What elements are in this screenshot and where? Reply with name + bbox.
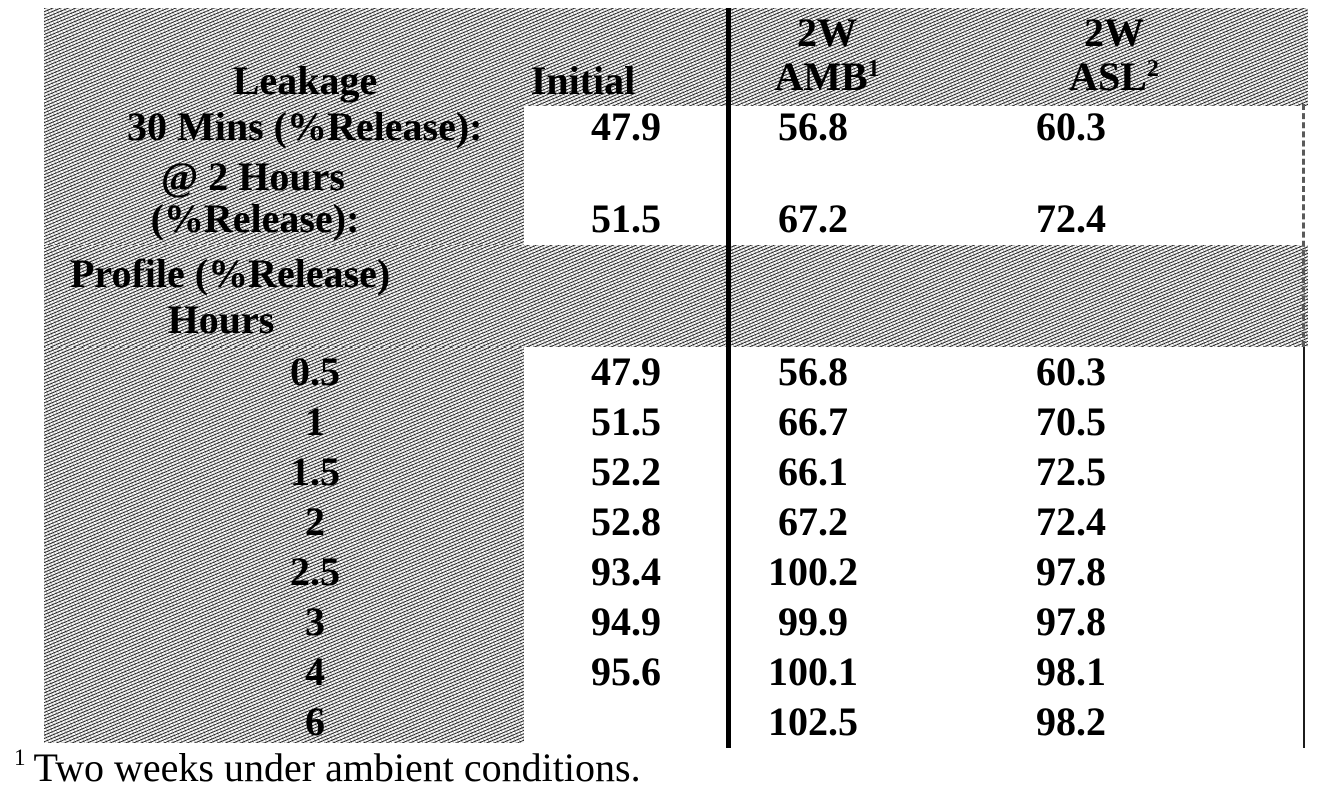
table-row: 4 95.6 100.1 98.1 bbox=[44, 647, 1308, 697]
cell-2w-asl: 70.5 bbox=[1036, 399, 1106, 444]
column-header-2w-amb: 2W AMB1 bbox=[677, 11, 977, 99]
footnote-ref-1: 1 bbox=[867, 56, 880, 82]
column-header-2w-amb-line2: AMB1 bbox=[774, 54, 880, 99]
cell-initial: 51.5 bbox=[591, 399, 661, 444]
column-header-initial: Initial bbox=[530, 58, 636, 103]
column-header-2w-amb-line1: 2W bbox=[797, 10, 857, 55]
table-row: 1.5 52.2 66.1 72.5 bbox=[44, 447, 1308, 497]
cell-2w-asl: 72.4 bbox=[1036, 499, 1106, 544]
cell-2w-amb: 66.7 bbox=[778, 399, 848, 444]
cell-2w-amb: 66.1 bbox=[778, 449, 848, 494]
footnote-1-text: Two weeks under ambient conditions. bbox=[33, 745, 641, 790]
right-edge-dashed-rule bbox=[1302, 104, 1305, 347]
footnote-1: 1 Two weeks under ambient conditions. bbox=[14, 744, 641, 792]
table-label-column-shading bbox=[44, 8, 524, 743]
cell-hours: 3 bbox=[305, 599, 325, 644]
cell-2w-asl: 72.5 bbox=[1036, 449, 1106, 494]
cell-hours: 0.5 bbox=[290, 349, 340, 394]
cell-hours: 4 bbox=[305, 649, 325, 694]
cell-initial: 93.4 bbox=[591, 549, 661, 594]
table-row: 1 51.5 66.7 70.5 bbox=[44, 397, 1308, 447]
cell-initial: 95.6 bbox=[591, 649, 661, 694]
cell-2w-amb: 100.1 bbox=[768, 649, 858, 694]
cell-hours: 2 bbox=[305, 499, 325, 544]
column-header-2w-asl-line1: 2W bbox=[1084, 10, 1144, 55]
table-row: 3 94.9 99.9 97.8 bbox=[44, 597, 1308, 647]
row-label-2-hours-line2: (%Release): bbox=[150, 196, 360, 241]
cell-30mins-2w-amb: 56.8 bbox=[778, 104, 848, 149]
right-edge-solid-rule bbox=[1303, 347, 1305, 748]
footnote-ref-2: 2 bbox=[1146, 56, 1159, 82]
cell-initial: 52.8 bbox=[591, 499, 661, 544]
cell-2w-asl: 97.8 bbox=[1036, 549, 1106, 594]
cell-2hours-2w-amb: 67.2 bbox=[778, 196, 848, 241]
cell-30mins-2w-asl: 60.3 bbox=[1036, 104, 1106, 149]
cell-2w-asl: 98.1 bbox=[1036, 649, 1106, 694]
cell-2w-amb: 100.2 bbox=[768, 549, 858, 594]
profile-section-shading bbox=[44, 245, 1308, 347]
cell-hours: 6 bbox=[305, 699, 325, 744]
cell-initial: 47.9 bbox=[591, 349, 661, 394]
cell-hours: 2.5 bbox=[290, 549, 340, 594]
cell-2w-asl: 60.3 bbox=[1036, 349, 1106, 394]
column-header-2w-asl-line2: ASL2 bbox=[1069, 54, 1159, 99]
cell-hours: 1 bbox=[305, 399, 325, 444]
column-header-2w-asl: 2W ASL2 bbox=[964, 11, 1264, 99]
footnote-1-superscript: 1 bbox=[14, 745, 26, 770]
column-header-leakage: Leakage bbox=[232, 58, 378, 103]
cell-hours: 1.5 bbox=[290, 449, 340, 494]
table-row: 2 52.8 67.2 72.4 bbox=[44, 497, 1308, 547]
cell-2hours-2w-asl: 72.4 bbox=[1036, 196, 1106, 241]
profile-section-title: Profile (%Release) bbox=[70, 251, 391, 296]
cell-2w-asl: 97.8 bbox=[1036, 599, 1106, 644]
leakage-table: Leakage Initial 2W AMB1 2W ASL2 30 Mins … bbox=[44, 8, 1308, 748]
cell-2hours-initial: 51.5 bbox=[591, 196, 661, 241]
cell-2w-asl: 98.2 bbox=[1036, 699, 1106, 744]
cell-2w-amb: 56.8 bbox=[778, 349, 848, 394]
profile-section-subtitle: Hours bbox=[167, 297, 275, 342]
cell-2w-amb: 67.2 bbox=[778, 499, 848, 544]
row-label-30-mins: 30 Mins (%Release): bbox=[127, 104, 483, 149]
table-row: 6 102.5 98.2 bbox=[44, 697, 1308, 747]
cell-initial: 94.9 bbox=[591, 599, 661, 644]
table-row: 0.5 47.9 56.8 60.3 bbox=[44, 347, 1308, 397]
cell-2w-amb: 102.5 bbox=[768, 699, 858, 744]
column-divider-rule bbox=[726, 8, 731, 748]
table-row: 2.5 93.4 100.2 97.8 bbox=[44, 547, 1308, 597]
cell-initial: 52.2 bbox=[591, 449, 661, 494]
cell-30mins-initial: 47.9 bbox=[591, 104, 661, 149]
row-label-2-hours-line1: @ 2 Hours bbox=[161, 154, 345, 199]
cell-2w-amb: 99.9 bbox=[778, 599, 848, 644]
